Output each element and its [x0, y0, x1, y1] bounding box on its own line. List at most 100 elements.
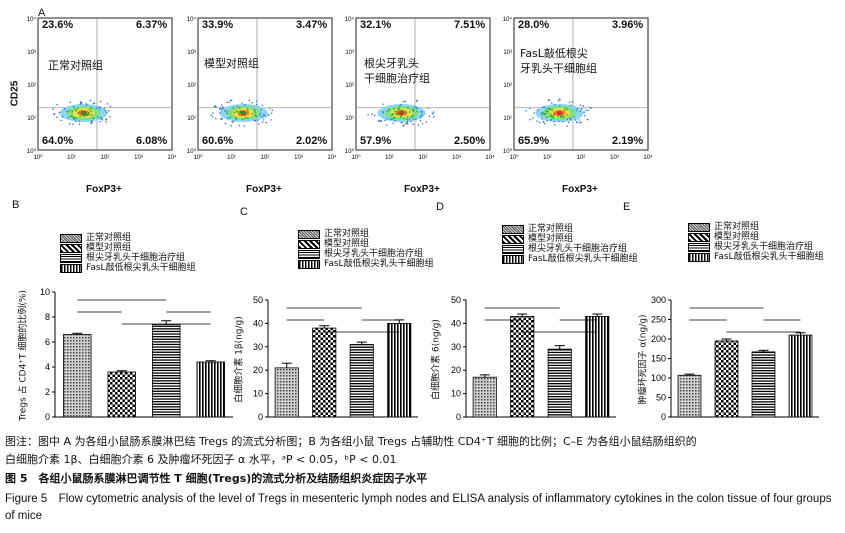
- bar: [152, 324, 181, 418]
- legend-entry: 模型对照组: [298, 239, 434, 249]
- y-tick-label: 20: [253, 365, 263, 375]
- y-tick-label: 10: [451, 389, 461, 399]
- legend-entry: FasL敲低根尖乳头干细胞组: [60, 263, 196, 273]
- y-tick-label: 10⁰: [345, 148, 355, 155]
- bar: [349, 344, 374, 418]
- legend-label: 根尖牙乳头干细胞治疗组: [714, 242, 814, 252]
- panel-letter: C: [240, 206, 248, 218]
- x-tick-label: 10⁰: [33, 154, 43, 161]
- y-tick-label: 10: [253, 389, 263, 399]
- y-tick-label: 20: [451, 365, 461, 375]
- bar: [196, 361, 225, 418]
- x-tick-label: 10¹: [543, 155, 552, 161]
- quadrant-lr-value: 2.50%: [454, 135, 486, 147]
- legend-label: 正常对照组: [86, 233, 132, 243]
- legend-entry: FasL敲低根尖乳头干细胞组: [298, 259, 434, 269]
- x-tick-label: 10¹: [385, 155, 394, 161]
- quadrant-ur-value: 3.96%: [612, 19, 644, 31]
- bar-chart-D: 0 10 20 30 40 50: [451, 295, 616, 422]
- legend-label: 正常对照组: [324, 229, 370, 239]
- x-tick-label: 10⁴: [327, 154, 337, 161]
- legend-label: 根尖牙乳头干细胞治疗组: [528, 244, 628, 254]
- x-tick-label: 10⁰: [351, 154, 361, 161]
- legend-swatch: [502, 224, 524, 234]
- panel-letter: B: [12, 199, 20, 211]
- legend-swatch: [298, 249, 320, 259]
- x-tick-label: 10³: [610, 155, 619, 161]
- legend-label: FasL敲低根尖乳头干细胞组: [528, 254, 638, 264]
- quadrant-ul-value: 32.1%: [360, 19, 392, 31]
- legend-entry: 根尖牙乳头干细胞治疗组: [298, 249, 434, 259]
- legend-swatch: [502, 254, 524, 264]
- x-tick-label: 10²: [101, 155, 110, 161]
- x-tick-label: 10³: [134, 155, 143, 161]
- x-tick-label: 10¹: [67, 155, 76, 161]
- legend-swatch: [688, 242, 710, 252]
- bar: [63, 334, 92, 418]
- y-tick-label: 2: [45, 387, 50, 397]
- caption-line-2: 白细胞介素 1β、白细胞介素 6 及肿瘤坏死因子 α 水平，ᵃP < 0.05，…: [5, 453, 397, 466]
- x-tick-label: 10⁰: [509, 154, 519, 161]
- x-tick-label: 10²: [261, 155, 270, 161]
- y-tick-label: 0: [661, 412, 666, 422]
- y-tick-label: 0: [45, 412, 50, 422]
- y-tick-label: 0: [258, 412, 263, 422]
- legend-swatch: [298, 239, 320, 249]
- x-tick-label: 10²: [577, 155, 586, 161]
- quadrant-lr-value: 2.19%: [612, 135, 644, 147]
- bar: [677, 374, 702, 418]
- y-tick-label: 30: [451, 342, 461, 352]
- y-tick-label: 40: [253, 318, 263, 328]
- x-tick-label: 10⁴: [167, 154, 177, 161]
- y-tick-label: 10³: [503, 50, 512, 56]
- y-tick-label: 8: [45, 312, 50, 322]
- legend-entry: FasL敲低根尖乳头干细胞组: [502, 254, 638, 264]
- bar: [585, 315, 610, 418]
- legend-label: 正常对照组: [714, 222, 760, 232]
- y-tick-label: 30: [253, 342, 263, 352]
- x-tick-label: 10⁴: [485, 154, 495, 161]
- quadrant-ul-value: 33.9%: [202, 19, 234, 31]
- legend-label: FasL敲低根尖乳头干细胞组: [86, 263, 196, 273]
- chart-legend: 正常对照组 模型对照组 根尖牙乳头干细胞治疗组 FasL敲低根尖乳头干细胞组: [60, 233, 196, 273]
- bar: [788, 334, 813, 418]
- x-tick-label: 10³: [294, 155, 303, 161]
- legend-swatch: [298, 229, 320, 239]
- bar: [547, 348, 572, 418]
- quadrant-ll-value: 60.6%: [202, 135, 234, 147]
- bar-chart-B: 0 2 4 6 8 10: [40, 287, 233, 422]
- y-tick-label: 40: [451, 318, 461, 328]
- quadrant-lr-value: 2.02%: [296, 135, 328, 147]
- y-tick-label: 50: [656, 393, 666, 403]
- quadrant-ur-value: 7.51%: [454, 19, 486, 31]
- bar: [714, 340, 739, 418]
- legend-label: 模型对照组: [528, 234, 574, 244]
- chart-legend: 正常对照组 模型对照组 根尖牙乳头干细胞治疗组 FasL敲低根尖乳头干细胞组: [502, 224, 638, 264]
- legend-label: FasL敲低根尖乳头干细胞组: [714, 252, 824, 262]
- flow-group-label: 正常对照组: [48, 59, 103, 72]
- legend-label: 模型对照组: [324, 239, 370, 249]
- legend-entry: 模型对照组: [502, 234, 638, 244]
- caption-line-1: 图注：图中 A 为各组小鼠肠系膜淋巴结 Tregs 的流式分析图；B 为各组小鼠…: [5, 435, 697, 448]
- quadrant-ur-value: 6.37%: [136, 19, 168, 31]
- quadrant-ll-value: 65.9%: [518, 135, 550, 147]
- bar: [107, 371, 136, 418]
- legend-swatch: [60, 253, 82, 263]
- quadrant-ul-value: 23.6%: [42, 19, 74, 31]
- legend-swatch: [502, 244, 524, 254]
- foxp3-axis-label: FoxP3+: [246, 184, 282, 195]
- y-tick-label: 10¹: [503, 116, 512, 122]
- chart-legend: 正常对照组 模型对照组 根尖牙乳头干细胞治疗组 FasL敲低根尖乳头干细胞组: [298, 229, 434, 269]
- y-tick-label: 10²: [27, 83, 36, 89]
- x-tick-label: 10³: [452, 155, 461, 161]
- y-tick-label: 50: [253, 295, 263, 305]
- y-tick-label: 10¹: [187, 116, 196, 122]
- legend-label: 根尖牙乳头干细胞治疗组: [86, 253, 186, 263]
- x-tick-label: 10¹: [227, 155, 236, 161]
- legend-entry: 正常对照组: [502, 224, 638, 234]
- y-tick-label: 10³: [27, 50, 36, 56]
- legend-entry: 根尖牙乳头干细胞治疗组: [60, 253, 196, 263]
